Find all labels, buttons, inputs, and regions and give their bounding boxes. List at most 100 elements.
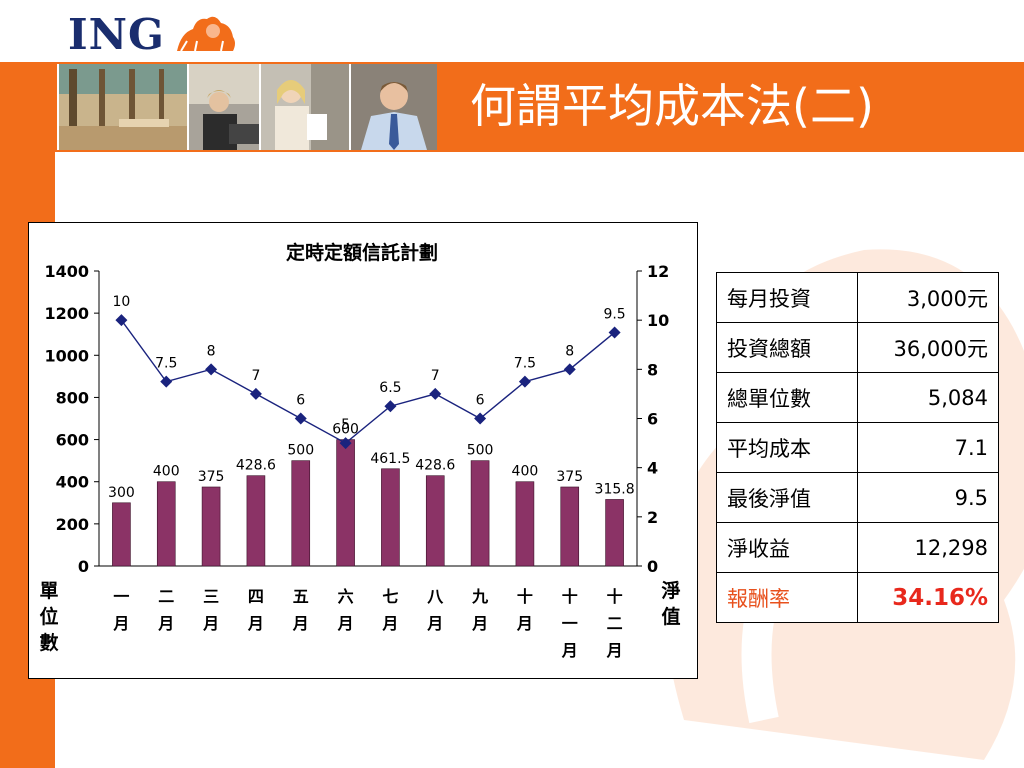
row-label: 報酬率 bbox=[716, 572, 858, 623]
logo-background bbox=[0, 0, 55, 62]
nav-point bbox=[115, 314, 128, 327]
nav-point bbox=[160, 375, 173, 388]
nav-point bbox=[563, 363, 576, 376]
bar bbox=[246, 475, 266, 567]
right-tick-label: 2 bbox=[647, 508, 658, 527]
category-label: 三月 bbox=[203, 587, 220, 633]
summary-table: 每月投資 3,000元 投資總額 36,000元 總單位數 5,084 平均成本 7.1… bbox=[716, 272, 999, 623]
bar-data-label: 375 bbox=[198, 469, 225, 485]
left-tick-label: 800 bbox=[56, 388, 89, 407]
line-data-label: 7.5 bbox=[155, 356, 177, 372]
bar bbox=[381, 468, 400, 567]
category-label: 十一月 bbox=[561, 587, 578, 660]
category-label: 十二月 bbox=[606, 587, 623, 660]
woman-at-desk-photo bbox=[187, 64, 259, 150]
chart-title: 定時定額信託計劃 bbox=[286, 241, 438, 264]
bar-data-label: 315.8 bbox=[595, 481, 635, 497]
category-label: 九月 bbox=[472, 587, 489, 633]
nav-line bbox=[120, 319, 616, 444]
table-row: 總單位數 5,084 bbox=[716, 372, 999, 423]
bar-data-label: 428.6 bbox=[415, 458, 455, 474]
right-tick-label: 4 bbox=[647, 459, 658, 478]
nav-point bbox=[474, 412, 487, 425]
left-tick-label: 0 bbox=[78, 557, 89, 576]
bar bbox=[560, 486, 580, 567]
category-label: 二月 bbox=[158, 587, 175, 633]
category-label: 十月 bbox=[516, 587, 533, 633]
row-value: 36,000元 bbox=[857, 322, 999, 373]
category-label: 五月 bbox=[292, 587, 309, 633]
line-data-label: 7 bbox=[251, 368, 260, 384]
bar-data-label: 500 bbox=[287, 443, 314, 459]
row-label: 平均成本 bbox=[716, 422, 858, 473]
right-axis-title: 淨值 bbox=[661, 580, 681, 628]
bar-data-label: 428.6 bbox=[236, 458, 276, 474]
bar bbox=[156, 481, 176, 567]
left-tick-label: 1000 bbox=[44, 346, 89, 365]
row-label: 投資總額 bbox=[716, 322, 858, 373]
bar-data-label: 500 bbox=[467, 443, 494, 459]
line-data-label: 7.5 bbox=[514, 356, 536, 372]
left-tick-label: 200 bbox=[56, 515, 89, 534]
bar-data-label: 400 bbox=[153, 464, 180, 480]
row-value: 9.5 bbox=[857, 472, 999, 523]
chart-svg: 定時定額信託計劃 0 200 400 600 800 1000 1200 1400 0 2 4 6 8 1… bbox=[44, 241, 669, 576]
bar-data-label: 600 bbox=[332, 422, 359, 438]
right-tick-label: 0 bbox=[647, 557, 658, 576]
line-data-label: 6.5 bbox=[379, 380, 401, 396]
right-tick-label: 8 bbox=[647, 360, 658, 379]
left-tick-label: 1200 bbox=[44, 304, 89, 323]
ing-logo: ING bbox=[68, 8, 243, 60]
bar bbox=[201, 486, 221, 567]
nav-point bbox=[384, 400, 397, 413]
nav-point bbox=[294, 412, 307, 425]
bar-data-label: 375 bbox=[556, 469, 583, 485]
left-axis-title: 單位數 bbox=[39, 580, 59, 654]
bar-data-label: 400 bbox=[512, 464, 539, 480]
woman-reading-photo bbox=[259, 64, 349, 150]
table-row: 最後淨值 9.5 bbox=[716, 472, 999, 523]
left-tick-label: 600 bbox=[56, 431, 89, 450]
nav-point bbox=[205, 363, 218, 376]
table-row: 平均成本 7.1 bbox=[716, 422, 999, 473]
left-tick-label: 400 bbox=[56, 473, 89, 492]
right-tick-label: 10 bbox=[647, 311, 669, 330]
line-data-label: 6 bbox=[296, 393, 305, 409]
left-tick-label: 1400 bbox=[44, 262, 89, 281]
nav-point bbox=[608, 326, 621, 339]
chart-container: 定時定額信託計劃 0 200 400 600 800 1000 1200 1400 0 2 4 6 8 1… bbox=[28, 222, 698, 679]
right-tick-label: 12 bbox=[647, 262, 669, 281]
line-data-label: 8 bbox=[207, 343, 216, 359]
category-label: 八月 bbox=[427, 587, 444, 633]
bar bbox=[112, 502, 131, 567]
line-data-label: 7 bbox=[431, 368, 440, 384]
line-data-label: 6 bbox=[476, 393, 485, 409]
bar bbox=[425, 475, 445, 567]
row-value: 7.1 bbox=[857, 422, 999, 473]
row-value: 34.16% bbox=[857, 572, 999, 623]
right-tick-label: 6 bbox=[647, 410, 658, 429]
line-data-label: 5 bbox=[341, 417, 350, 433]
man-in-shirt-photo bbox=[349, 64, 437, 150]
row-label: 淨收益 bbox=[716, 522, 858, 573]
bar-data-label: 461.5 bbox=[370, 451, 410, 467]
bar bbox=[605, 499, 624, 567]
bar bbox=[515, 481, 535, 567]
bar bbox=[291, 460, 311, 567]
logo-text: ING bbox=[68, 9, 165, 59]
office-photo bbox=[57, 64, 187, 150]
category-label: 六月 bbox=[337, 587, 354, 633]
bar bbox=[336, 439, 355, 567]
row-label: 每月投資 bbox=[716, 272, 858, 323]
line-data-label: 10 bbox=[113, 294, 131, 310]
row-value: 5,084 bbox=[857, 372, 999, 423]
bar-data-label: 300 bbox=[108, 485, 135, 501]
nav-point bbox=[518, 375, 531, 388]
lion-icon bbox=[176, 16, 235, 52]
slide-title: 何謂平均成本法(二) bbox=[470, 79, 874, 133]
row-value: 12,298 bbox=[857, 522, 999, 573]
table-row: 淨收益 12,298 bbox=[716, 522, 999, 573]
category-label: 七月 bbox=[382, 587, 399, 633]
row-value: 3,000元 bbox=[857, 272, 999, 323]
row-label: 最後淨值 bbox=[716, 472, 858, 523]
